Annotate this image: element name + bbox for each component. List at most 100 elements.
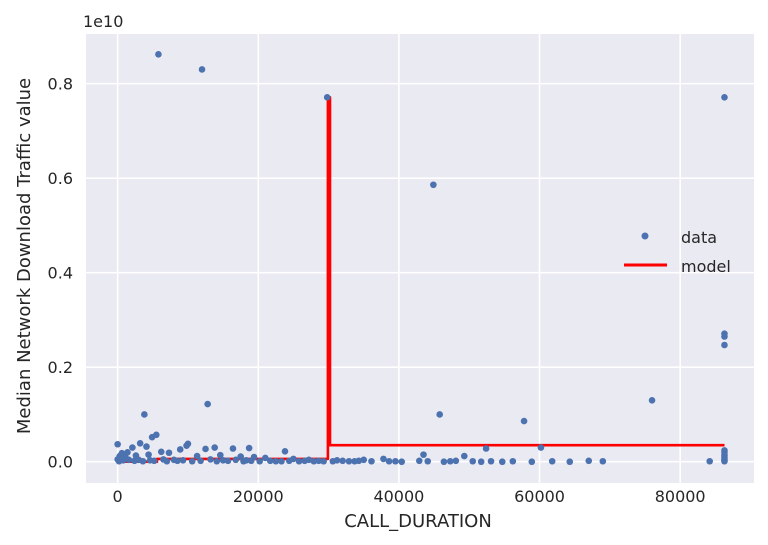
- data-point: [141, 411, 148, 418]
- data-point: [119, 457, 127, 464]
- data-point: [566, 458, 574, 466]
- data-point: [243, 457, 250, 464]
- y-offset-label: 1e10: [83, 12, 123, 31]
- data-point: [232, 456, 240, 464]
- legend-data-marker: [641, 232, 649, 240]
- x-axis-label: CALL_DURATION: [344, 511, 492, 532]
- data-point: [114, 440, 121, 448]
- data-point: [198, 66, 206, 73]
- data-point: [721, 457, 728, 465]
- plot-background: [86, 34, 754, 483]
- y-tick-label: 0.2: [48, 358, 73, 377]
- data-point: [315, 457, 323, 465]
- data-point: [247, 457, 255, 465]
- data-point: [148, 433, 156, 441]
- data-point: [217, 451, 224, 459]
- data-point: [256, 457, 263, 465]
- data-point: [266, 457, 274, 465]
- data-point: [213, 457, 221, 465]
- data-point: [323, 94, 331, 101]
- data-point: [150, 457, 158, 465]
- data-point: [183, 442, 190, 449]
- data-point: [320, 457, 327, 465]
- data-point: [721, 94, 728, 101]
- data-point: [143, 443, 150, 450]
- data-point: [229, 445, 237, 452]
- data-point: [339, 457, 346, 465]
- data-point: [440, 458, 448, 466]
- data-point: [272, 457, 280, 465]
- data-point: [599, 457, 607, 465]
- data-point: [139, 457, 147, 465]
- data-point: [509, 457, 517, 465]
- data-point: [281, 448, 289, 455]
- x-tick-label: 60000: [514, 487, 565, 506]
- data-point: [355, 457, 363, 465]
- data-point: [446, 457, 454, 465]
- data-point: [548, 457, 556, 465]
- data-point: [528, 458, 536, 466]
- data-point: [193, 452, 201, 460]
- x-tick-label: 0: [113, 487, 123, 506]
- data-point: [452, 457, 460, 465]
- data-point: [420, 451, 427, 458]
- y-tick-label: 0.6: [48, 169, 73, 188]
- data-point: [482, 445, 490, 452]
- data-point: [498, 458, 506, 466]
- data-point: [145, 451, 152, 458]
- data-point: [285, 457, 293, 465]
- data-point: [204, 400, 211, 408]
- y-axis-label: Median Network Download Traffic value: [14, 78, 35, 434]
- data-point: [165, 449, 173, 457]
- data-point: [176, 446, 184, 453]
- data-point: [345, 457, 353, 465]
- data-point: [211, 444, 218, 451]
- data-point: [585, 457, 593, 465]
- data-point: [721, 333, 728, 340]
- legend: data model: [624, 228, 731, 276]
- data-point: [537, 444, 545, 451]
- data-point: [380, 455, 387, 463]
- data-point: [207, 456, 214, 463]
- data-point: [125, 456, 133, 464]
- data-point: [469, 457, 477, 465]
- data-point: [460, 452, 468, 460]
- y-tick-labels: 0.0 0.2 0.4 0.6 0.8: [48, 75, 73, 472]
- data-point: [392, 457, 399, 465]
- data-point: [163, 457, 171, 465]
- data-point: [648, 396, 656, 404]
- data-point: [157, 448, 165, 456]
- data-point: [202, 445, 209, 453]
- data-point: [179, 457, 187, 464]
- data-point: [295, 457, 303, 465]
- data-point: [310, 457, 318, 465]
- data-point: [436, 411, 443, 418]
- data-point: [197, 457, 204, 465]
- legend-model-label: model: [681, 257, 731, 276]
- data-point: [155, 51, 162, 58]
- data-point: [219, 457, 227, 464]
- data-point: [520, 417, 528, 425]
- legend-data-label: data: [681, 228, 717, 247]
- data-point: [721, 341, 728, 349]
- data-point: [224, 457, 232, 465]
- x-tick-label: 80000: [655, 487, 706, 506]
- data-point: [278, 457, 285, 465]
- data-point: [129, 444, 136, 451]
- data-point: [487, 457, 495, 465]
- data-point: [477, 458, 485, 466]
- y-tick-label: 0.0: [48, 453, 73, 472]
- x-tick-label: 40000: [373, 487, 424, 506]
- data-point: [415, 457, 423, 465]
- data-point: [329, 457, 337, 465]
- x-tick-labels: 0 20000 40000 60000 80000: [113, 487, 706, 506]
- data-point: [174, 457, 181, 465]
- data-point: [385, 457, 393, 465]
- y-tick-label: 0.8: [48, 75, 73, 94]
- y-tick-label: 0.4: [48, 264, 73, 283]
- data-point: [706, 457, 714, 465]
- data-point: [188, 457, 196, 465]
- data-point: [430, 181, 437, 189]
- data-point: [301, 457, 308, 465]
